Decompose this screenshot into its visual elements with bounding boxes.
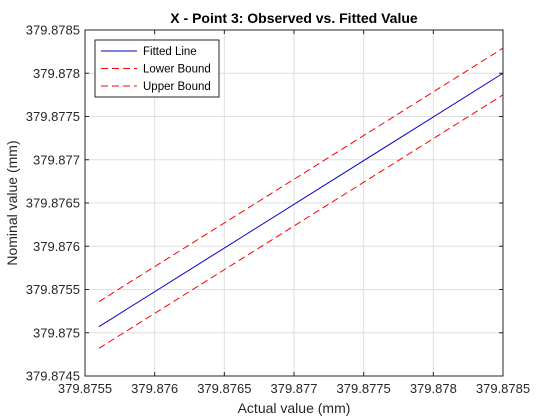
series-line-upper-bound bbox=[98, 47, 504, 303]
x-tick-label: 379.8775 bbox=[337, 381, 391, 396]
x-tick-label: 379.8755 bbox=[58, 381, 112, 396]
x-tick-labels: 379.8755 379.876 379.8765 379.877 379.8775 37… bbox=[58, 381, 530, 396]
legend-items: Fitted Line Lower Bound Upper Bound bbox=[101, 46, 211, 93]
x-axis-label: Actual value (mm) bbox=[238, 400, 351, 416]
series-line-lower-bound bbox=[98, 94, 504, 349]
legend-label-lower-bound: Lower Bound bbox=[143, 64, 211, 76]
y-tick-label: 379.878 bbox=[33, 66, 80, 81]
y-tick-label: 379.8775 bbox=[26, 109, 80, 124]
legend-label-upper-bound: Upper Bound bbox=[143, 81, 211, 93]
legend-label-fitted-line: Fitted Line bbox=[143, 46, 197, 58]
x-tick-label: 379.877 bbox=[271, 381, 318, 396]
chart-title: X - Point 3: Observed vs. Fitted Value bbox=[170, 10, 418, 26]
x-tick-label: 379.878 bbox=[410, 381, 457, 396]
y-axis-label: Nominal value (mm) bbox=[4, 140, 20, 265]
plot-frame bbox=[84, 29, 504, 377]
y-tick-label: 379.8765 bbox=[26, 196, 80, 211]
y-tick-label: 379.877 bbox=[33, 152, 80, 167]
y-tick-label: 379.8755 bbox=[26, 282, 80, 297]
y-tick-label: 379.876 bbox=[33, 239, 80, 254]
series-line-fitted-line bbox=[98, 72, 504, 328]
y-tick-labels: 379.8745 379.875 379.8755 379.876 379.8765 37… bbox=[26, 23, 80, 384]
legend: Fitted Line Lower Bound Upper Bound bbox=[94, 39, 220, 98]
y-tick-label: 379.8785 bbox=[26, 23, 80, 38]
x-tick-label: 379.8785 bbox=[476, 381, 530, 396]
x-tick-label: 379.8765 bbox=[197, 381, 251, 396]
y-tick-label: 379.875 bbox=[33, 325, 80, 340]
x-tick-label: 379.876 bbox=[131, 381, 178, 396]
series-layer bbox=[98, 47, 504, 349]
y-tick-label: 379.8745 bbox=[26, 369, 80, 384]
